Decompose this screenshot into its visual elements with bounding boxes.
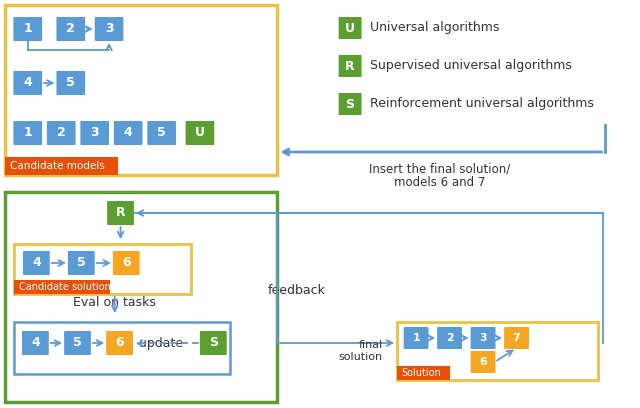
FancyBboxPatch shape [56, 71, 85, 95]
Text: Insert the final solution/: Insert the final solution/ [369, 163, 511, 176]
FancyBboxPatch shape [113, 251, 140, 275]
Text: 6: 6 [122, 257, 131, 270]
Text: Universal algorithms: Universal algorithms [370, 22, 500, 35]
FancyBboxPatch shape [470, 327, 495, 349]
FancyBboxPatch shape [339, 55, 362, 77]
FancyBboxPatch shape [470, 351, 495, 373]
Text: 3: 3 [105, 22, 113, 35]
Text: 2: 2 [445, 333, 454, 343]
Text: 5: 5 [67, 77, 75, 89]
Bar [14, 244, 191, 294]
FancyBboxPatch shape [13, 121, 42, 145]
Text: 4: 4 [24, 77, 32, 89]
Text: Candidate models: Candidate models [10, 161, 104, 171]
FancyBboxPatch shape [47, 121, 76, 145]
Text: 4: 4 [31, 337, 40, 350]
Text: U: U [195, 126, 205, 140]
Bar [4, 192, 277, 402]
Text: Candidate solution: Candidate solution [19, 282, 111, 292]
FancyBboxPatch shape [404, 327, 429, 349]
FancyBboxPatch shape [147, 121, 176, 145]
FancyBboxPatch shape [114, 121, 143, 145]
FancyBboxPatch shape [13, 17, 42, 41]
Text: S: S [346, 98, 355, 111]
Text: 7: 7 [513, 333, 520, 343]
Text: final
solution: final solution [339, 340, 383, 362]
Bar [14, 322, 230, 374]
Bar [397, 366, 449, 380]
Text: 3: 3 [90, 126, 99, 140]
FancyBboxPatch shape [339, 93, 362, 115]
Text: models 6 and 7: models 6 and 7 [394, 176, 486, 189]
FancyBboxPatch shape [95, 17, 124, 41]
Text: 6: 6 [479, 357, 487, 367]
Text: 1: 1 [24, 126, 32, 140]
Text: 5: 5 [157, 126, 166, 140]
Text: 2: 2 [67, 22, 75, 35]
Text: 5: 5 [77, 257, 86, 270]
Bar [397, 322, 598, 380]
FancyBboxPatch shape [200, 331, 227, 355]
Text: Eval on tasks: Eval on tasks [74, 295, 156, 308]
Text: R: R [346, 60, 355, 73]
Text: Reinforcement universal algorithms: Reinforcement universal algorithms [370, 98, 594, 111]
Text: 5: 5 [73, 337, 82, 350]
Text: 2: 2 [57, 126, 65, 140]
Text: 1: 1 [24, 22, 32, 35]
FancyBboxPatch shape [106, 331, 133, 355]
Text: update: update [139, 337, 183, 350]
Text: Solution: Solution [402, 368, 442, 378]
Bar [4, 5, 277, 175]
Text: S: S [209, 337, 218, 350]
FancyBboxPatch shape [13, 71, 42, 95]
FancyBboxPatch shape [437, 327, 462, 349]
Text: 3: 3 [479, 333, 487, 343]
Text: Supervised universal algorithms: Supervised universal algorithms [370, 60, 572, 73]
Bar [4, 157, 118, 175]
FancyBboxPatch shape [107, 201, 134, 225]
Text: U: U [345, 22, 355, 35]
Text: R: R [116, 206, 125, 220]
FancyBboxPatch shape [186, 121, 214, 145]
Text: feedback: feedback [268, 284, 326, 297]
FancyBboxPatch shape [56, 17, 85, 41]
FancyBboxPatch shape [64, 331, 91, 355]
FancyBboxPatch shape [81, 121, 109, 145]
FancyBboxPatch shape [22, 331, 49, 355]
FancyBboxPatch shape [68, 251, 95, 275]
Text: 4: 4 [124, 126, 132, 140]
FancyBboxPatch shape [23, 251, 50, 275]
FancyBboxPatch shape [339, 17, 362, 39]
Text: 6: 6 [115, 337, 124, 350]
FancyBboxPatch shape [504, 327, 529, 349]
Text: 1: 1 [412, 333, 420, 343]
Bar [14, 280, 110, 294]
Text: 4: 4 [32, 257, 41, 270]
